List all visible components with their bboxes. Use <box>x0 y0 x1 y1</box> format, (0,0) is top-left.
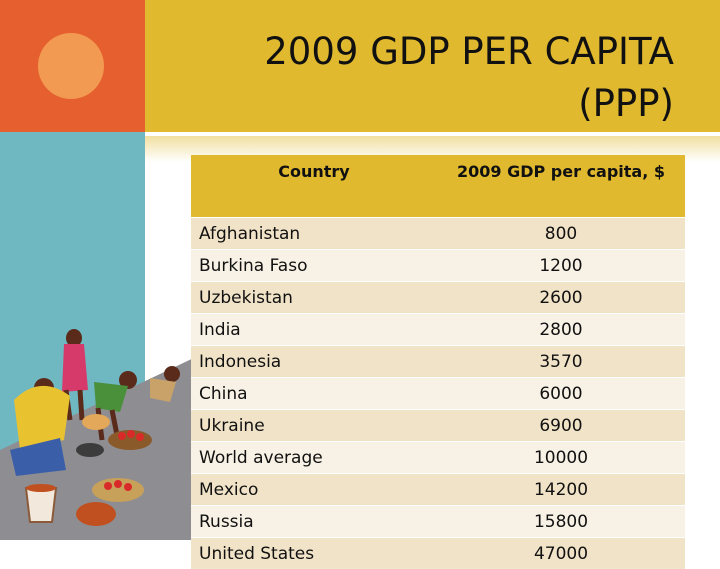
kneeling-wrap <box>14 386 70 450</box>
bucket <box>26 488 56 522</box>
bucket-rim <box>26 484 56 492</box>
bowl-3 <box>76 443 104 457</box>
gdp-cell: 2600 <box>437 282 685 314</box>
country-cell: Ukraine <box>191 410 437 442</box>
gdp-cell: 47000 <box>437 538 685 569</box>
country-cell: India <box>191 314 437 346</box>
title-line-2: (PPP) <box>578 82 674 125</box>
gdp-cell: 3570 <box>437 346 685 378</box>
gdp-cell: 6900 <box>437 410 685 442</box>
country-cell: China <box>191 378 437 410</box>
table-header-row: Country 2009 GDP per capita, $ <box>191 155 685 218</box>
gdp-cell: 2800 <box>437 314 685 346</box>
right-figure-head <box>164 366 180 382</box>
gdp-cell: 6000 <box>437 378 685 410</box>
country-cell: Uzbekistan <box>191 282 437 314</box>
country-cell: Indonesia <box>191 346 437 378</box>
gdp-cell: 15800 <box>437 506 685 538</box>
gdp-cell: 1200 <box>437 250 685 282</box>
title-banner: 2009 GDP PER CAPITA (PPP) <box>145 0 720 132</box>
gdp-cell: 14200 <box>437 474 685 506</box>
gdp-cell: 800 <box>437 218 685 250</box>
figure-dress <box>62 344 88 392</box>
header-country: Country <box>191 155 437 218</box>
country-cell: Mexico <box>191 474 437 506</box>
country-cell: World average <box>191 442 437 474</box>
pot <box>76 502 116 526</box>
slide-title: 2009 GDP PER CAPITA (PPP) <box>154 26 674 130</box>
decorative-circle <box>38 33 104 99</box>
gdp-cell: 10000 <box>437 442 685 474</box>
header-gdp: 2009 GDP per capita, $ <box>437 155 685 218</box>
gdp-table: Country 2009 GDP per capita, $ Afghanist… <box>191 155 685 569</box>
country-cell: Russia <box>191 506 437 538</box>
country-cell: United States <box>191 538 437 569</box>
basket <box>82 414 110 430</box>
market-women-clipart <box>0 300 200 540</box>
title-line-1: 2009 GDP PER CAPITA <box>264 30 674 73</box>
country-cell: Burkina Faso <box>191 250 437 282</box>
country-cell: Afghanistan <box>191 218 437 250</box>
orange-corner-block <box>0 0 145 132</box>
